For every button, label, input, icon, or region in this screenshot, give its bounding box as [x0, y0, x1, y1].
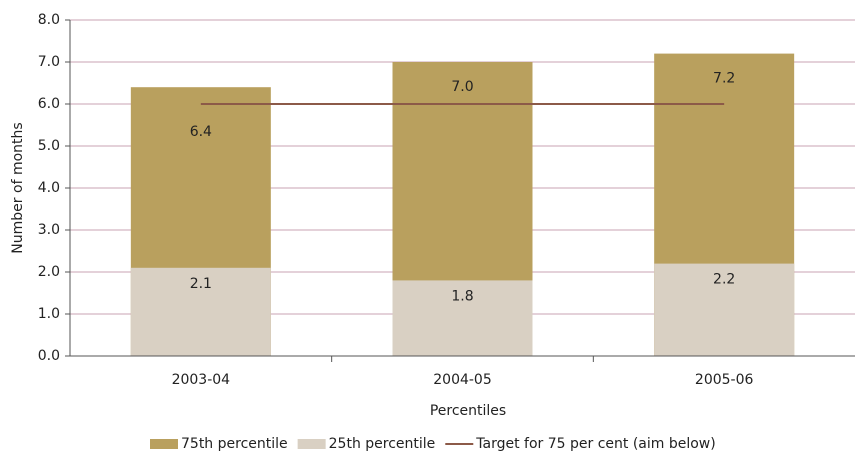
- y-tick-label: 1.0: [38, 306, 60, 322]
- bar: [654, 263, 795, 356]
- legend-swatch: [297, 439, 326, 449]
- x-tick-label: 2004-05: [433, 372, 492, 388]
- bar: [130, 267, 271, 356]
- y-tick-label: 7.0: [38, 54, 60, 70]
- data-label: 2.2: [713, 272, 735, 288]
- y-tick-label: 3.0: [38, 222, 60, 238]
- x-tick-label: 2005-06: [695, 372, 754, 388]
- y-tick-label: 5.0: [38, 138, 60, 154]
- y-tick-label: 0.0: [38, 348, 60, 364]
- y-tick-label: 2.0: [38, 264, 60, 280]
- x-tick-label: 2003-04: [172, 372, 231, 388]
- y-tick-label: 8.0: [38, 12, 60, 28]
- data-label: 6.4: [190, 124, 212, 140]
- y-tick-label: 6.0: [38, 96, 60, 112]
- legend-label: 75th percentile: [181, 436, 288, 452]
- y-tick-label: 4.0: [38, 180, 60, 196]
- data-label: 1.8: [451, 288, 473, 304]
- legend-swatch: [150, 439, 178, 449]
- x-axis-title: Percentiles: [430, 403, 506, 419]
- data-label: 7.2: [713, 71, 735, 87]
- data-label: 2.1: [190, 276, 212, 292]
- y-axis-title: Number of months: [10, 122, 26, 253]
- legend-label: Target for 75 per cent (aim below): [475, 436, 715, 452]
- bar: [392, 280, 533, 356]
- legend-label: 25th percentile: [329, 436, 436, 452]
- data-label: 7.0: [451, 79, 473, 95]
